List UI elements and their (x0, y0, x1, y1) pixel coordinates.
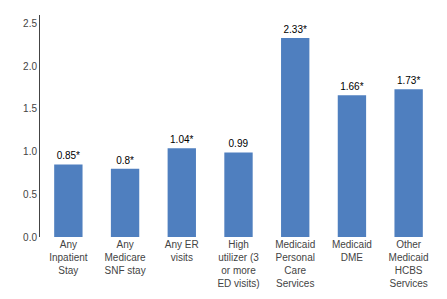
svg-text:1.73*: 1.73* (397, 75, 420, 86)
svg-text:0.5: 0.5 (23, 189, 37, 200)
svg-text:1.66*: 1.66* (340, 81, 363, 92)
svg-text:1.0: 1.0 (23, 146, 37, 157)
svg-text:0.0: 0.0 (23, 232, 37, 243)
svg-text:MedicaidDME: MedicaidDME (332, 239, 372, 263)
svg-text:AnyInpatientStay: AnyInpatientStay (49, 239, 88, 276)
svg-text:OtherMedicaidHCBSServices: OtherMedicaidHCBSServices (389, 239, 429, 289)
svg-text:Any ERvisits: Any ERvisits (165, 239, 199, 263)
svg-text:1.5: 1.5 (23, 103, 37, 114)
svg-text:2.33*: 2.33* (283, 24, 306, 35)
svg-text:0.8*: 0.8* (116, 155, 134, 166)
svg-text:Highutilizer (3or moreED visit: Highutilizer (3or moreED visits) (217, 239, 259, 289)
svg-text:2.5: 2.5 (23, 18, 37, 29)
svg-text:0.85*: 0.85* (57, 150, 80, 161)
svg-text:0.99: 0.99 (229, 138, 249, 149)
svg-text:2.0: 2.0 (23, 61, 37, 72)
svg-text:AnyMedicareSNF stay: AnyMedicareSNF stay (104, 239, 146, 276)
svg-text:MedicaidPersonalCareServices: MedicaidPersonalCareServices (275, 239, 315, 289)
svg-text:1.04*: 1.04* (170, 134, 193, 145)
